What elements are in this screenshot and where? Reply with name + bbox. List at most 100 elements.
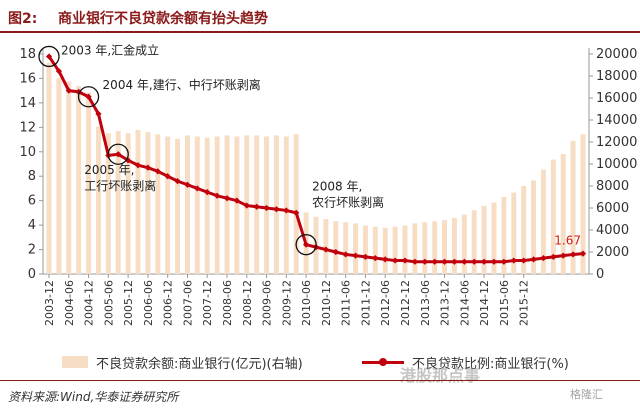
left-tick-label: 2 <box>28 243 36 258</box>
ratio-marker <box>243 202 250 209</box>
bar <box>392 226 398 274</box>
bar-series <box>46 62 586 275</box>
x-tick-label: 2009-12 <box>280 280 293 326</box>
legend-line-label: 不良贷款比例:商业银行(%) <box>412 357 569 372</box>
annotation-circle <box>107 143 129 165</box>
figure-header: 图2: 商业银行不良贷款余额有抬头趋势 <box>0 0 640 34</box>
ratio-marker <box>174 177 181 185</box>
left-tick-label: 0 <box>28 267 36 282</box>
bar <box>580 134 586 274</box>
ratio-marker <box>213 192 221 199</box>
right-tick-label: 12000 <box>596 135 637 150</box>
right-tick-label: 0 <box>596 267 604 282</box>
x-tick-label: 2007-06 <box>181 280 194 326</box>
figure-footer: 资料来源:Wind,华泰证券研究所 <box>0 380 640 410</box>
x-tick-label: 2012-12 <box>399 280 412 326</box>
left-tick-label: 6 <box>28 194 36 209</box>
left-tick-label: 16 <box>19 71 36 86</box>
bar <box>214 136 220 274</box>
bar <box>76 85 82 275</box>
figure-title: 商业银行不良贷款余额有抬头趋势 <box>58 11 268 27</box>
bar <box>175 138 181 274</box>
bar <box>471 210 477 274</box>
x-tick-label: 2013-12 <box>439 280 452 326</box>
x-tick-label: 2008-12 <box>241 280 254 326</box>
axes: 0 2 4 6 8 10 12 14 16 18 0 2000 4000 6000 8000 10000 120… <box>19 47 637 326</box>
ratio-marker <box>302 241 310 248</box>
bar <box>550 159 556 274</box>
ratio-marker <box>65 87 72 94</box>
x-tick-label: 2006-06 <box>142 280 155 326</box>
bar <box>283 136 289 274</box>
x-tick-label: 2004-12 <box>83 280 96 326</box>
right-tick-label: 4000 <box>596 223 629 238</box>
legend-bar-swatch <box>62 356 88 368</box>
bar <box>353 223 359 274</box>
ratio-marker <box>184 181 191 188</box>
ratio-marker <box>95 110 102 118</box>
x-tick-label: 2010-06 <box>300 280 313 326</box>
x-tick-label: 2012-06 <box>379 280 392 326</box>
bar <box>293 134 299 274</box>
bar <box>491 202 497 274</box>
x-tick-label: 2011-06 <box>340 280 353 326</box>
bar <box>135 129 141 274</box>
ratio-marker <box>550 253 557 261</box>
bar <box>86 92 92 274</box>
ratio-marker <box>164 173 171 180</box>
annotation-text: 2005 年, <box>84 163 134 177</box>
right-tick-label: 6000 <box>596 201 629 216</box>
bar <box>165 136 171 274</box>
bar <box>343 222 349 274</box>
left-tick-label: 12 <box>19 120 36 135</box>
bar <box>115 131 121 274</box>
annotation-text: 2008 年, <box>312 180 362 194</box>
bar <box>451 217 457 274</box>
bar <box>194 136 200 274</box>
footer-rule <box>0 380 640 381</box>
bar <box>155 134 161 274</box>
bar <box>481 205 487 274</box>
bar <box>204 137 210 274</box>
bar <box>412 223 418 274</box>
bar <box>105 133 111 274</box>
x-tick-label: 2015-12 <box>518 280 531 326</box>
bar <box>224 135 230 274</box>
x-tick-label: 2007-12 <box>201 280 214 326</box>
right-tick-label: 2000 <box>596 245 629 260</box>
ratio-marker <box>45 53 53 60</box>
watermark-right: 格隆汇 <box>570 388 603 401</box>
figure-number: 图2: <box>8 11 38 27</box>
bar <box>531 180 537 274</box>
x-tick-label: 2011-12 <box>359 280 372 326</box>
right-tick-label: 16000 <box>596 91 637 106</box>
x-tick-label: 2004-06 <box>63 280 76 326</box>
bar <box>521 186 527 274</box>
bar <box>560 154 566 274</box>
annotation-text: 农行坏账剥离 <box>312 195 384 210</box>
annotation-circle <box>295 234 317 256</box>
bar <box>432 221 438 274</box>
bar <box>125 133 131 274</box>
x-tick-label: 2010-12 <box>320 280 333 326</box>
x-tick-label: 2005-12 <box>122 280 135 326</box>
annotation-text: 工行坏账剥离 <box>84 178 156 193</box>
x-tick-label: 2015-06 <box>498 280 511 326</box>
right-tick-label: 14000 <box>596 113 637 128</box>
bar <box>372 226 378 274</box>
ratio-marker <box>115 151 122 158</box>
bar <box>184 135 190 274</box>
annotation-circle <box>38 45 60 68</box>
right-tick-label: 10000 <box>596 157 637 172</box>
bar <box>422 222 428 274</box>
x-tick-label: 2014-12 <box>478 280 491 326</box>
ratio-marker <box>194 185 201 192</box>
left-tick-label: 14 <box>19 96 36 111</box>
ratio-marker <box>273 206 280 213</box>
ratio-marker <box>154 168 161 175</box>
legend-bar-label: 不良贷款余额:商业银行(亿元)(右轴) <box>96 357 303 372</box>
annotation-text: 2003 年,汇金成立 <box>61 42 159 57</box>
source-note: 资料来源:Wind,华泰证券研究所 <box>8 390 179 404</box>
end-value-label: 1.67 <box>554 234 581 248</box>
x-tick-label: 2008-06 <box>221 280 234 326</box>
